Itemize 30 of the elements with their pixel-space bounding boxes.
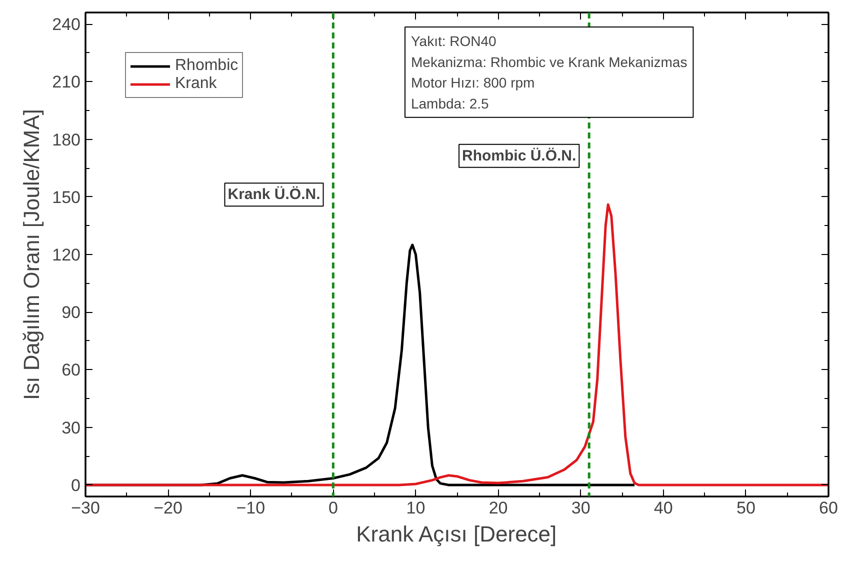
annotation: Yakıt: RON40	[410, 33, 497, 50]
y-axis-title: Isı Dağılım Oranı [Joule/KMA]	[19, 109, 44, 400]
x-tick-label: 30	[571, 498, 590, 518]
y-tick-label: 210	[52, 72, 81, 92]
y-tick-label: 30	[62, 418, 81, 438]
y-tick-label: 0	[71, 476, 81, 495]
x-tick-label: 0	[328, 498, 338, 518]
y-tick-label: 180	[52, 130, 81, 150]
annotation: Lambda: 2.5	[410, 95, 490, 112]
y-tick-label: 90	[62, 303, 81, 322]
x-tick-label: 50	[736, 498, 756, 518]
ref-line-label: Rhombic Ü.Ö.N.	[462, 147, 576, 164]
y-tick-label: 150	[52, 188, 81, 207]
x-tick-label: −30	[71, 498, 100, 518]
legend-label: Rhombic	[175, 57, 238, 75]
y-tick-label: 120	[52, 246, 81, 264]
legend-label: Krank	[175, 75, 217, 93]
x-tick-label: 20	[488, 498, 508, 518]
x-axis-title: Krank Açısı [Derece]	[356, 522, 557, 546]
x-tick-label: 60	[819, 498, 838, 518]
x-tick-label: −20	[154, 498, 182, 518]
x-tick-label: −10	[236, 498, 266, 518]
annotation: Motor Hızı: 800 rpm	[410, 74, 535, 91]
ref-line-label: Krank Ü.Ö.N.	[228, 186, 320, 204]
line-series	[86, 203, 828, 486]
y-tick-label: 240	[52, 15, 81, 34]
x-tick-label: 40	[654, 498, 673, 518]
y-tick-label: 60	[62, 360, 81, 380]
annotation: Mekanizma: Rhombic ve Krank Mekanizmas	[410, 54, 688, 70]
x-tick-label: 10	[406, 498, 426, 518]
